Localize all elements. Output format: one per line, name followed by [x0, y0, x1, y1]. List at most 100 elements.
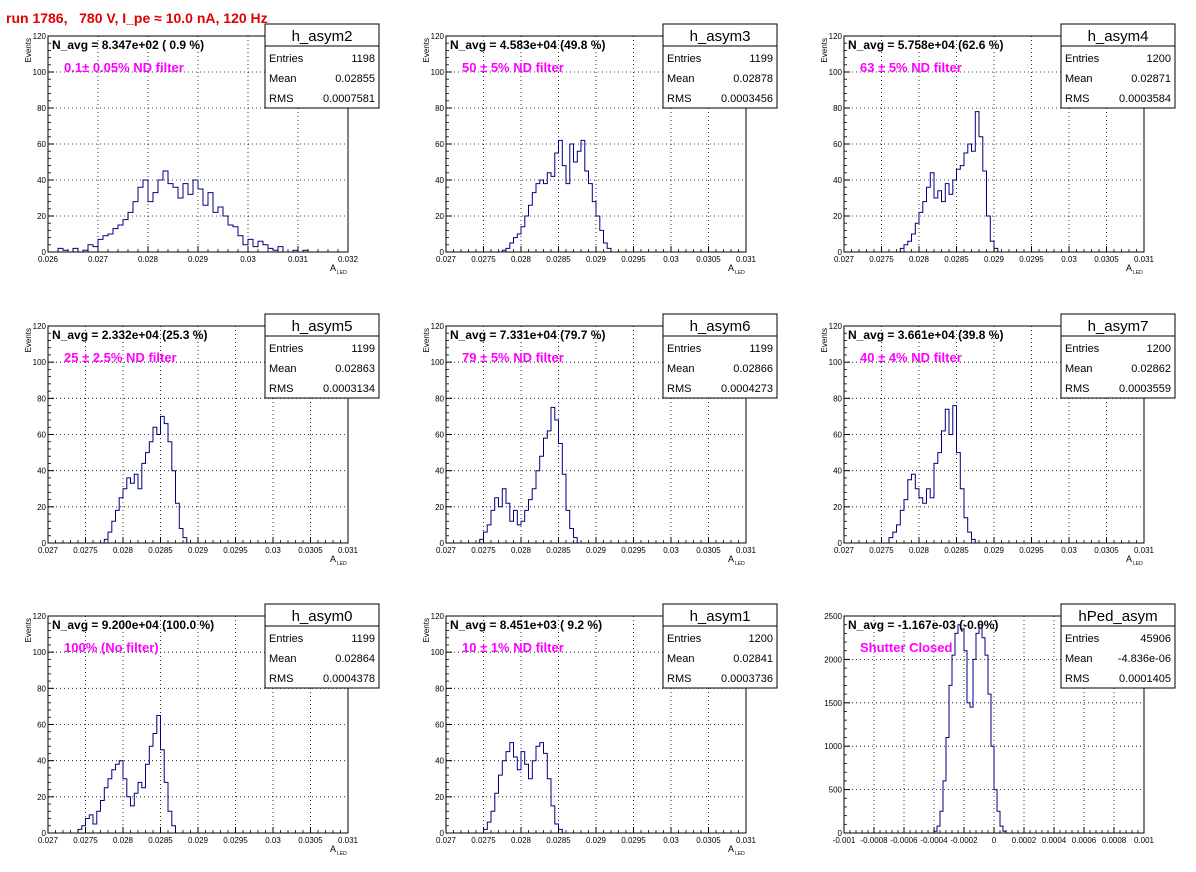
stat-mean-value: 0.02862 — [1131, 363, 1171, 375]
x-tick-label: 0.03 — [663, 255, 679, 264]
y-tick-label: 100 — [33, 68, 47, 77]
stat-mean-value: 0.02866 — [733, 363, 773, 375]
y-tick-label: 80 — [37, 394, 46, 403]
stat-entries-value: 1200 — [749, 633, 773, 645]
stats-values-box — [264, 45, 380, 109]
x-tick-label: 0.026 — [38, 255, 59, 264]
y-tick-label: 0 — [440, 829, 445, 838]
x-tick-label: 0.0305 — [696, 546, 721, 555]
x-tick-label: 0.028 — [113, 546, 134, 555]
histogram-line — [501, 139, 612, 252]
stat-rms-label: RMS — [667, 383, 691, 395]
navg-text: N_avg = 4.583e+04 (49.8 %) — [450, 38, 605, 52]
y-axis-label: Events — [24, 618, 33, 642]
stat-mean-label: Mean — [667, 73, 695, 85]
y-axis-label: Events — [422, 618, 431, 642]
x-tick-label: 0.0275 — [869, 255, 894, 264]
x-tick-label: 0.0006 — [1072, 836, 1097, 845]
x-tick-label: -0.0006 — [890, 836, 918, 845]
pad-h_asym7: 0.027 0.0275 0.028 0.0285 0.029 0.0295 0.03 0.0… — [820, 313, 1176, 567]
y-tick-label: 40 — [37, 467, 46, 476]
x-tick-label: 0.027 — [38, 546, 59, 555]
x-tick-label: -0.0008 — [860, 836, 888, 845]
stat-rms-value: 0.0003134 — [323, 383, 375, 395]
y-tick-label: 40 — [833, 467, 842, 476]
stat-rms-label: RMS — [269, 673, 293, 685]
x-tick-label: 0.0305 — [298, 836, 323, 845]
stat-entries-label: Entries — [1065, 343, 1100, 355]
y-tick-label: 2500 — [824, 612, 842, 621]
histogram-line — [888, 405, 976, 543]
y-tick-label: 0 — [838, 829, 843, 838]
stat-entries-value: 1199 — [351, 343, 375, 355]
y-tick-label: 40 — [435, 176, 444, 185]
x-tick-label: 0.027 — [38, 836, 59, 845]
stat-rms-value: 0.0003584 — [1119, 93, 1171, 105]
stats-values-box — [264, 625, 380, 689]
x-tick-label: 0.029 — [984, 255, 1005, 264]
histogram-line — [77, 715, 176, 833]
y-tick-label: 80 — [37, 104, 46, 113]
filter-annotation: 79 ± 5% ND filter — [462, 350, 564, 365]
x-tick-label: 0.031 — [338, 836, 359, 845]
y-tick-label: 20 — [37, 793, 46, 802]
x-axis-label-sub: LED — [735, 270, 745, 276]
x-tick-label: 0.03 — [265, 546, 281, 555]
x-tick-label: 0.028 — [909, 255, 930, 264]
x-tick-label: 0.0275 — [73, 546, 98, 555]
stat-entries-value: 1198 — [351, 53, 375, 65]
histogram-name: h_asym3 — [690, 28, 751, 45]
x-tick-label: 0.0285 — [148, 836, 173, 845]
y-tick-label: 20 — [37, 503, 46, 512]
y-tick-label: 80 — [435, 394, 444, 403]
stat-entries-value: 1200 — [1147, 343, 1171, 355]
filter-annotation: 0.1± 0.05% ND filter — [64, 60, 184, 75]
x-axis-label-sub: LED — [337, 561, 347, 567]
y-tick-label: 120 — [33, 32, 47, 41]
x-tick-label: 0.029 — [586, 546, 607, 555]
y-tick-label: 0 — [42, 248, 47, 257]
y-tick-label: 80 — [435, 684, 444, 693]
x-tick-label: 0.03 — [663, 836, 679, 845]
stat-mean-value: 0.02864 — [335, 653, 375, 665]
x-tick-label: 0.0004 — [1042, 836, 1067, 845]
x-tick-label: 0.028 — [511, 836, 532, 845]
y-tick-label: 80 — [833, 394, 842, 403]
stat-rms-value: 0.0003559 — [1119, 383, 1171, 395]
x-tick-label: 0.0285 — [944, 546, 969, 555]
stat-rms-label: RMS — [1065, 93, 1089, 105]
x-tick-label: 0.0295 — [223, 836, 248, 845]
y-tick-label: 100 — [829, 358, 843, 367]
y-tick-label: 20 — [435, 793, 444, 802]
x-axis-label: A — [330, 844, 336, 854]
y-tick-label: 120 — [829, 322, 843, 331]
x-tick-label: -0.0002 — [950, 836, 978, 845]
x-tick-label: 0.028 — [909, 546, 930, 555]
navg-text: N_avg = 9.200e+04 (100.0 %) — [52, 618, 214, 632]
x-tick-label: 0.028 — [113, 836, 134, 845]
stats-values-box — [662, 335, 778, 399]
stats-box: h_asym6 Entries 1199 Mean 0.02866 RMS 0.000427… — [662, 313, 778, 399]
y-tick-label: 100 — [33, 358, 47, 367]
x-tick-label: -0.001 — [833, 836, 856, 845]
navg-text: N_avg = 2.332e+04 (25.3 %) — [52, 328, 207, 342]
stat-entries-label: Entries — [1065, 633, 1100, 645]
histogram-name: h_asym2 — [292, 28, 353, 45]
stat-entries-value: 1200 — [1147, 53, 1171, 65]
x-axis-label: A — [728, 844, 734, 854]
x-tick-label: 0.0295 — [1019, 255, 1044, 264]
y-tick-label: 80 — [37, 684, 46, 693]
x-tick-label: 0.0305 — [696, 255, 721, 264]
y-tick-label: 40 — [37, 176, 46, 185]
x-tick-label: 0.027 — [436, 546, 457, 555]
stat-entries-value: 1199 — [749, 343, 773, 355]
x-tick-label: 0.028 — [138, 255, 159, 264]
stats-values-box — [1060, 335, 1176, 399]
stat-mean-label: Mean — [667, 653, 695, 665]
y-tick-label: 100 — [431, 648, 445, 657]
y-tick-label: 120 — [33, 612, 47, 621]
filter-annotation: 63 ± 5% ND filter — [860, 60, 962, 75]
x-tick-label: 0.031 — [736, 255, 757, 264]
y-tick-label: 60 — [435, 721, 444, 730]
x-tick-label: 0.0285 — [546, 836, 571, 845]
